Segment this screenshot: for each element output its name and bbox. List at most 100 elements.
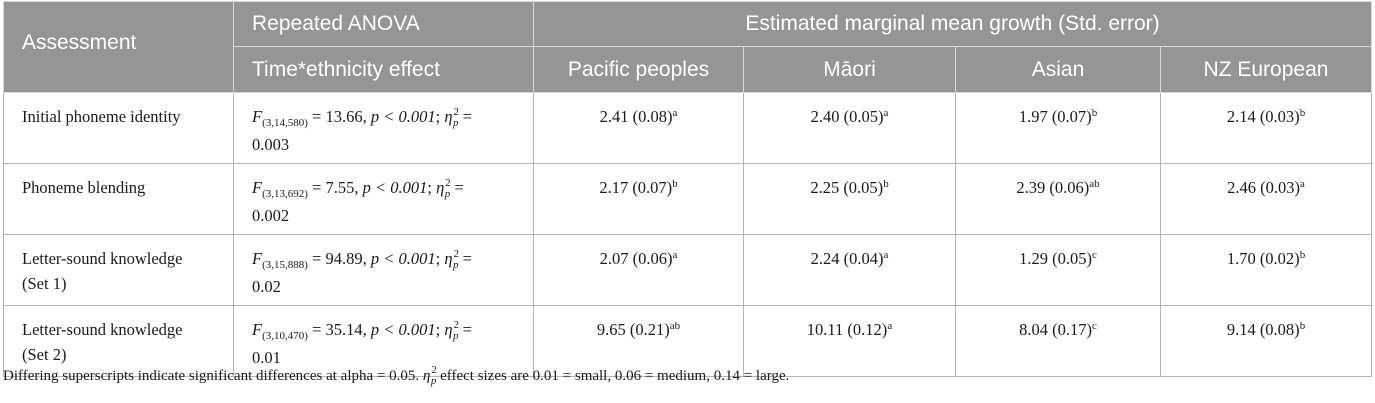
cell-growth-value: 2.40 (0.05)a: [743, 92, 956, 164]
table-body: Initial phoneme identity F(3,14,580) = 13…: [3, 92, 1373, 377]
significance-superscript: a: [1300, 178, 1305, 190]
eta-squared: 2: [445, 177, 451, 189]
separator: ;: [435, 107, 445, 126]
f-value: 13.66: [325, 107, 363, 126]
cell-growth-value: 10.11 (0.12)a: [743, 305, 956, 377]
f-df: (3,10,470): [262, 330, 308, 342]
separator: ;: [427, 178, 437, 197]
table-row: Initial phoneme identity F(3,14,580) = 13…: [3, 92, 1373, 164]
growth-value: 2.46 (0.03): [1227, 178, 1300, 197]
cell-growth-value: 2.07 (0.06)a: [533, 234, 744, 306]
assessment-label-line2: (Set 2): [22, 345, 67, 364]
cell-growth-value: 1.29 (0.05)c: [955, 234, 1161, 306]
growth-value: 10.11 (0.12): [806, 320, 888, 339]
growth-value: 8.04 (0.17): [1019, 320, 1092, 339]
table-row: Letter-sound knowledge (Set 2) F(3,10,470)…: [3, 305, 1373, 377]
cell-growth-value: 2.39 (0.06)ab: [955, 163, 1161, 235]
footnote-post: effect sizes are 0.01 = small, 0.06 = me…: [436, 368, 790, 384]
eta-squared: 2: [453, 319, 460, 331]
results-table-container: Assessment Repeated ANOVA Estimated marg…: [3, 1, 1373, 377]
significance-superscript: c: [1091, 249, 1097, 261]
equals: =: [458, 320, 472, 339]
p-value: p < 0.001: [370, 107, 436, 126]
significance-superscript: a: [672, 107, 678, 119]
header-group-pacific: Pacific peoples: [533, 46, 744, 93]
cell-anova: F(3,10,470) = 35.14, p < 0.001; η2p = 0.…: [233, 305, 534, 377]
equals: =: [450, 178, 464, 197]
significance-superscript: a: [883, 249, 889, 261]
eta-sub: p: [453, 117, 459, 129]
cell-anova: F(3,15,888) = 94.89, p < 0.001; η2p = 0.…: [233, 234, 534, 306]
cell-growth-value: 9.14 (0.08)b: [1159, 305, 1373, 377]
cell-assessment: Letter-sound knowledge (Set 2): [3, 305, 234, 377]
f-symbol: F: [252, 178, 263, 197]
header-group-asian: Asian: [955, 46, 1161, 93]
f-df: (3,13,692): [262, 188, 308, 200]
f-df: (3,14,580): [262, 117, 308, 129]
header-group-maori: Māori: [743, 46, 956, 93]
cell-growth-value: 2.24 (0.04)a: [743, 234, 956, 306]
table-header: Assessment Repeated ANOVA Estimated marg…: [3, 1, 1373, 93]
eta-symbol: η2p: [444, 246, 460, 274]
f-symbol: F: [252, 107, 263, 126]
growth-value: 2.41 (0.08): [599, 107, 673, 126]
eta-letter: η: [444, 107, 453, 126]
growth-value: 9.65 (0.21): [596, 320, 670, 339]
equals: =: [307, 107, 326, 126]
significance-superscript: ab: [1089, 178, 1100, 190]
equals: =: [458, 249, 472, 268]
footnote-eta-symbol: η2p: [422, 364, 437, 387]
growth-value: 2.24 (0.04): [810, 249, 884, 268]
cell-growth-value: 2.14 (0.03)b: [1159, 92, 1373, 164]
eta-symbol: η2p: [444, 104, 459, 132]
f-value: 94.89: [325, 249, 363, 268]
eta-sub: p: [444, 188, 451, 200]
eta-letter: η: [444, 320, 453, 339]
growth-value: 2.40 (0.05): [810, 107, 884, 126]
significance-superscript: b: [883, 178, 889, 190]
significance-superscript: a: [672, 249, 678, 261]
growth-value: 1.70 (0.02): [1226, 249, 1300, 268]
cell-growth-value: 2.17 (0.07)b: [533, 163, 744, 235]
header-assessment: Assessment: [3, 1, 234, 93]
eta-squared: 2: [453, 248, 460, 260]
equals: =: [307, 320, 326, 339]
eta-sub: p: [453, 330, 459, 342]
growth-value: 2.39 (0.06): [1016, 178, 1090, 197]
eta-letter: η: [436, 178, 445, 197]
growth-value: 1.97 (0.07): [1018, 107, 1092, 126]
footnote-pre: Differing superscripts indicate signific…: [3, 368, 423, 384]
p-value: p < 0.001: [370, 320, 436, 339]
table-footnote: Differing superscripts indicate signific…: [3, 364, 790, 387]
significance-superscript: ab: [669, 320, 681, 332]
eta-value: 0.01: [252, 348, 281, 367]
eta-sub: p: [453, 259, 459, 271]
equals: =: [458, 107, 472, 126]
f-symbol: F: [252, 320, 263, 339]
growth-value: 2.17 (0.07): [599, 178, 673, 197]
cell-growth-value: 2.46 (0.03)a: [1159, 163, 1373, 235]
significance-superscript: a: [887, 320, 893, 332]
significance-superscript: b: [1299, 249, 1306, 261]
significance-superscript: c: [1091, 320, 1097, 332]
f-value: 35.14: [325, 320, 363, 339]
significance-superscript: b: [1299, 320, 1306, 332]
p-value: p < 0.001: [362, 178, 428, 197]
eta-letter: η: [444, 249, 453, 268]
header-anova-group: Repeated ANOVA: [233, 1, 534, 47]
separator: ;: [435, 249, 445, 268]
cell-growth-value: 9.65 (0.21)ab: [533, 305, 744, 377]
growth-value: 2.07 (0.06): [599, 249, 673, 268]
table-row: Phoneme blending F(3,13,692) = 7.55, p < …: [3, 163, 1373, 235]
significance-superscript: a: [883, 107, 889, 119]
significance-superscript: b: [672, 178, 678, 190]
growth-value: 2.14 (0.03): [1226, 107, 1300, 126]
significance-superscript: b: [1091, 107, 1098, 119]
assessment-label: Letter-sound knowledge: [22, 320, 183, 339]
header-row-bottom: Time*ethnicity effect Pacific peoples Mā…: [4, 46, 1373, 93]
cell-growth-value: 8.04 (0.17)c: [955, 305, 1161, 377]
assessment-label: Letter-sound knowledge: [22, 249, 183, 268]
cell-growth-value: 1.97 (0.07)b: [955, 92, 1161, 164]
eta-symbol: η2p: [436, 175, 451, 203]
results-table: Assessment Repeated ANOVA Estimated marg…: [3, 1, 1373, 377]
